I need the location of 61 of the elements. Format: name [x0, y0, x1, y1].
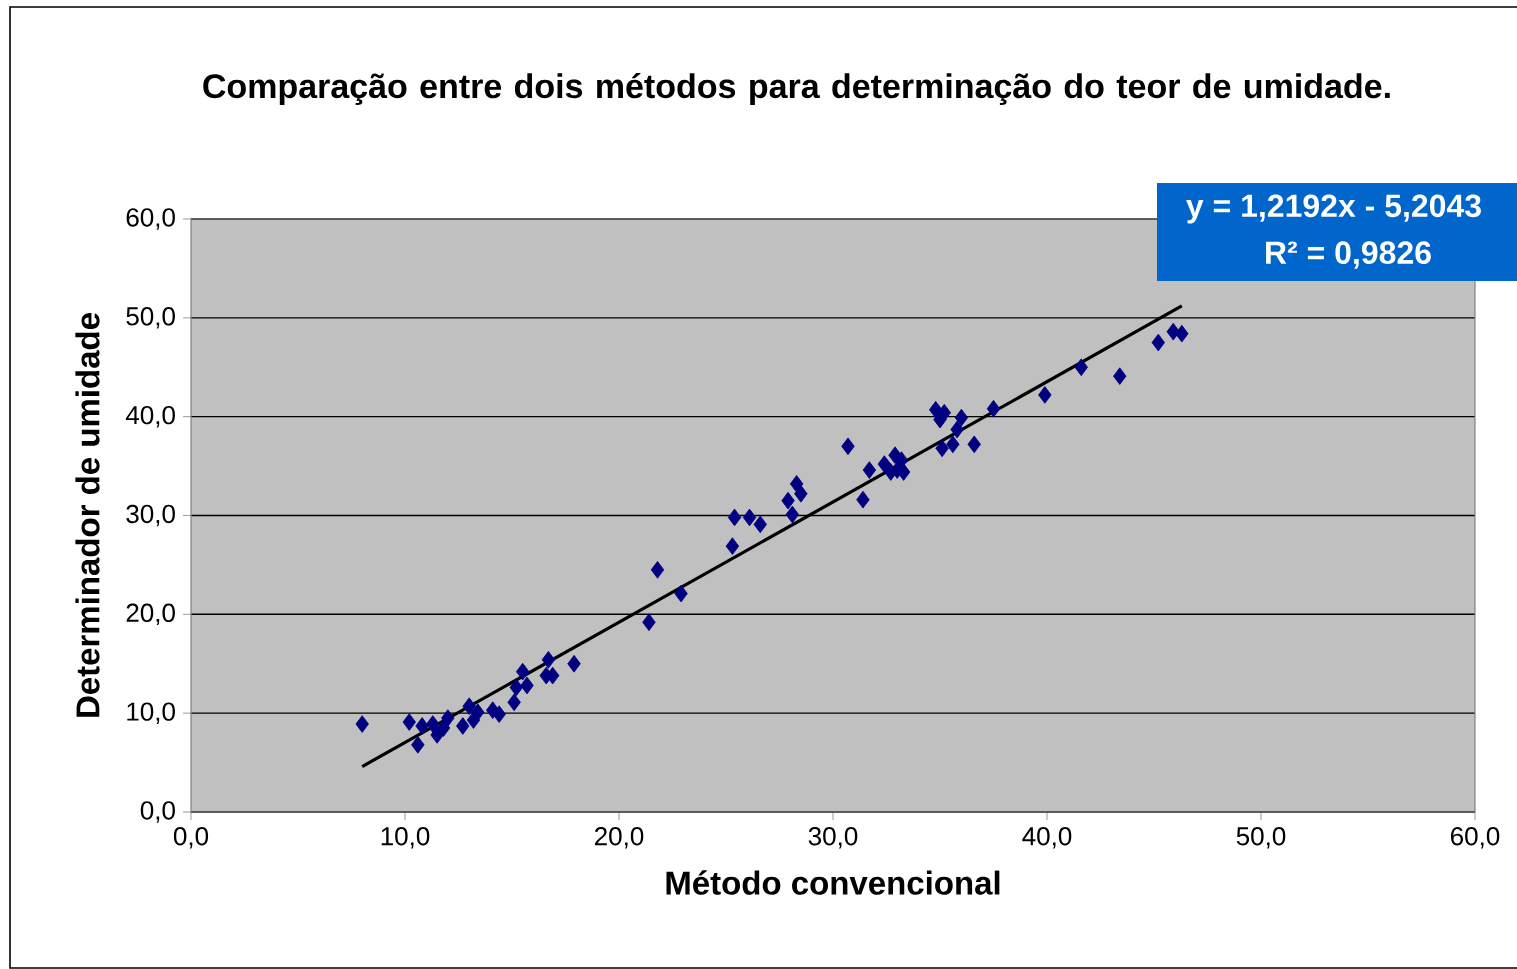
point [516, 662, 530, 681]
y-tick-label: 10,0 [127, 702, 175, 724]
point [426, 715, 440, 733]
point [789, 475, 804, 493]
point [355, 715, 369, 733]
y-axis-title: Determinador de umidade [75, 313, 100, 717]
point [492, 705, 506, 723]
x-tick-label: 20,0 [595, 827, 644, 849]
point [642, 613, 656, 632]
point [785, 505, 800, 524]
point [411, 735, 425, 754]
point [856, 490, 870, 509]
point [567, 654, 581, 673]
point [1151, 333, 1165, 352]
x-tick-label: 50,0 [1236, 827, 1286, 849]
point [753, 515, 767, 534]
y-tick-label: 0,0 [140, 801, 175, 823]
point [1074, 358, 1088, 377]
x-axis-title: Método convencional [666, 870, 1000, 895]
point [954, 408, 969, 427]
point [507, 693, 521, 712]
point [415, 717, 429, 735]
point [509, 678, 523, 697]
annotation: y = 1,2192x - 5,2043 [1186, 194, 1481, 224]
y-tick-label: 20,0 [126, 603, 175, 626]
point [650, 561, 665, 579]
point [471, 703, 485, 721]
x-tick-label: 10,0 [381, 827, 430, 849]
point [436, 719, 451, 737]
point [402, 713, 416, 731]
point [462, 697, 476, 716]
point [541, 650, 556, 669]
point [520, 676, 534, 695]
point [781, 491, 795, 510]
annotation: R² = 0,9826 [1266, 241, 1431, 269]
x-tick-label: 40,0 [1022, 827, 1072, 849]
point [967, 435, 981, 454]
y-tick-label: 30,0 [126, 504, 175, 527]
chart-title: Comparação entre dois métodos para determinação do teor de umidade. [203, 72, 1390, 105]
point [935, 439, 949, 458]
x-tick-label: 30,0 [808, 827, 858, 849]
point [862, 461, 877, 479]
point [1175, 324, 1189, 343]
y-tick-label: 40,0 [125, 405, 175, 428]
y-tick-label: 50,0 [126, 307, 175, 329]
point [742, 508, 757, 527]
point [727, 508, 742, 527]
x-tick-label: 60,0 [1451, 827, 1500, 849]
point [946, 435, 960, 454]
y-tick-label: 60,0 [126, 208, 175, 230]
point [794, 484, 808, 503]
point [456, 717, 470, 735]
point [674, 584, 688, 603]
point [725, 537, 740, 555]
point [1113, 367, 1127, 385]
point [841, 437, 855, 456]
point [986, 399, 1001, 418]
point [894, 451, 909, 469]
point [1038, 386, 1052, 404]
point [950, 420, 964, 439]
x-tick-label: 0,0 [173, 827, 209, 849]
